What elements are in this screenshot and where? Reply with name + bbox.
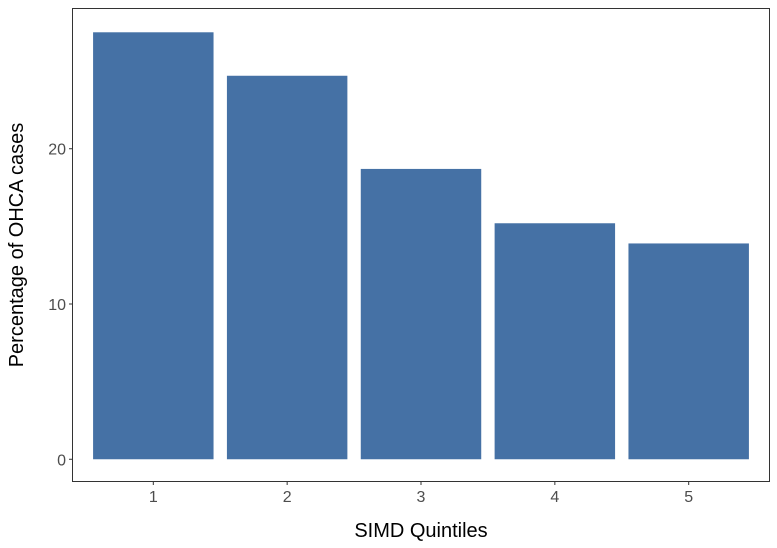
y-tick-label-10: 10 xyxy=(48,297,66,314)
y-tick-label-0: 0 xyxy=(57,452,66,469)
x-tick-label-1: 1 xyxy=(149,489,158,506)
plot-panel-border xyxy=(72,8,770,482)
x-tick-label-2: 2 xyxy=(283,489,292,506)
y-axis-ticks: 0 10 20 xyxy=(48,142,73,469)
x-tick-label-3: 3 xyxy=(417,489,426,506)
bars-layer xyxy=(93,32,749,460)
bar-4 xyxy=(494,223,616,460)
x-axis-title: SIMD Quintiles xyxy=(354,520,487,542)
bar-5 xyxy=(628,243,749,460)
y-axis-title: Percentage of OHCA cases xyxy=(6,123,28,368)
x-tick-label-5: 5 xyxy=(684,489,693,506)
x-axis-ticks: 1 2 3 4 5 xyxy=(149,481,693,506)
x-tick-label-4: 4 xyxy=(550,489,559,506)
y-tick-label-20: 20 xyxy=(48,142,66,159)
bar-3 xyxy=(360,168,482,460)
bar-2 xyxy=(226,75,348,460)
bar-1 xyxy=(93,32,214,460)
